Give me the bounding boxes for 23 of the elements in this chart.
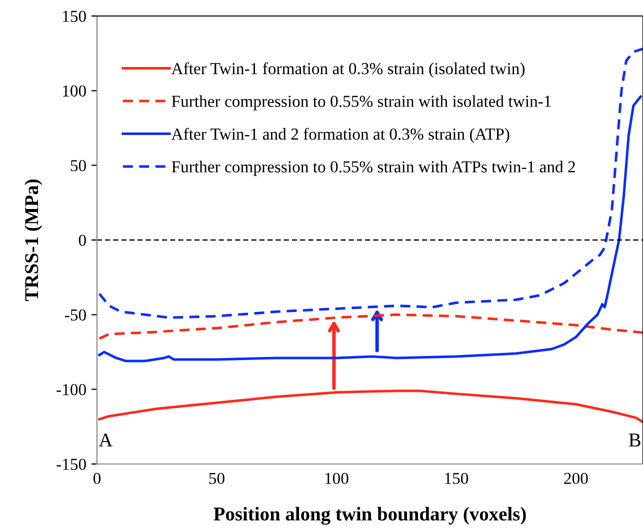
legend-label: After Twin-1 formation at 0.3% strain (isolated twin) bbox=[171, 62, 525, 78]
y-tick-label: -100 bbox=[56, 384, 86, 396]
x-tick-label: 0 bbox=[93, 472, 101, 484]
line-series bbox=[98, 48, 643, 319]
line-series bbox=[98, 313, 643, 340]
legend-label: Further compression to 0.55% strain with isolated twin-1 bbox=[172, 95, 551, 110]
x-tick-label: 50 bbox=[209, 472, 224, 484]
y-tick-label: 150 bbox=[63, 10, 86, 22]
x-tick-label: 150 bbox=[445, 472, 468, 484]
y-tick-label: -150 bbox=[56, 458, 86, 470]
y-tick-label: 50 bbox=[70, 160, 86, 172]
y-tick-label: 0 bbox=[78, 234, 86, 246]
line-series bbox=[98, 95, 642, 362]
x-tick-label: 200 bbox=[564, 472, 588, 484]
y-axis-title: TRSS-1 (MPa) bbox=[24, 180, 42, 301]
legend-label: Further compression to 0.55% strain with ATPs twin-1 and 2 bbox=[172, 160, 575, 176]
annotation: A bbox=[98, 434, 113, 446]
y-tick-label: -50 bbox=[64, 309, 86, 321]
x-axis-title: Position along twin boundary (voxels) bbox=[214, 506, 526, 525]
annotation: B bbox=[628, 434, 640, 446]
legend-label: After Twin-1 and 2 formation at 0.3% strain (ATP) bbox=[171, 128, 510, 144]
x-tick-label: 100 bbox=[325, 472, 348, 484]
y-tick-label: 100 bbox=[63, 85, 86, 97]
